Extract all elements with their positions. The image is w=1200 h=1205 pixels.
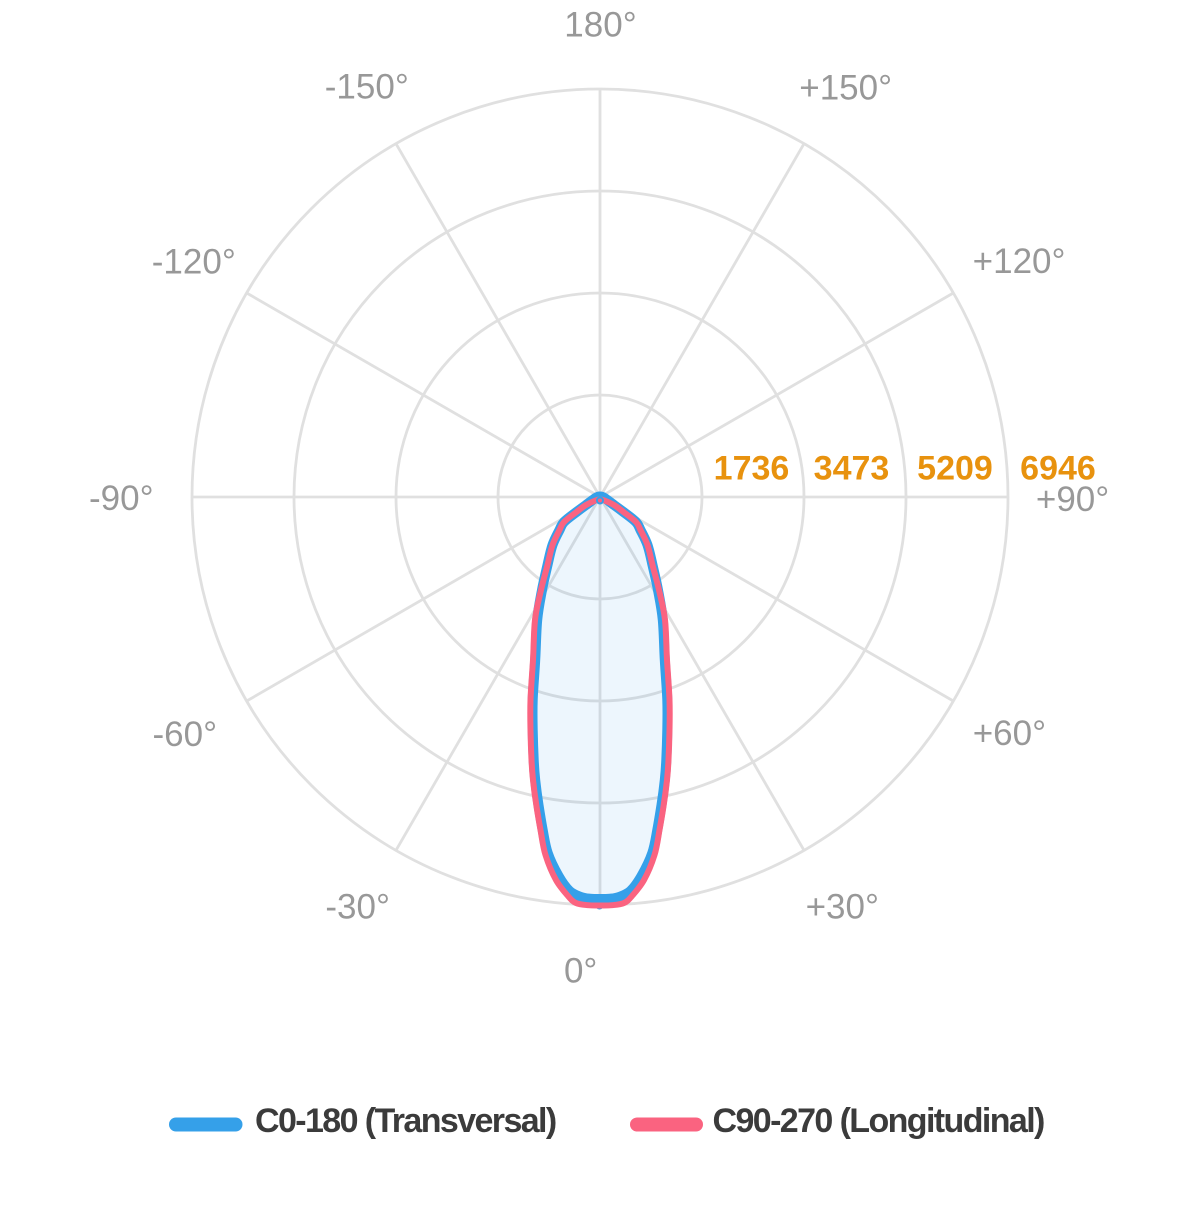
svg-text:+90°: +90° (1036, 480, 1109, 519)
svg-text:-120°: -120° (152, 242, 236, 281)
svg-text:-30°: -30° (325, 888, 390, 927)
svg-text:6946: 6946 (1020, 450, 1096, 488)
svg-text:-150°: -150° (325, 68, 409, 107)
svg-text:-60°: -60° (153, 715, 218, 754)
svg-text:0°: 0° (564, 952, 597, 991)
svg-text:+30°: +30° (806, 888, 879, 927)
svg-text:1736: 1736 (714, 450, 790, 488)
svg-text:+120°: +120° (973, 242, 1066, 281)
svg-text:+60°: +60° (973, 714, 1046, 753)
svg-text:180°: 180° (564, 5, 636, 44)
svg-text:+150°: +150° (799, 69, 892, 108)
svg-text:C90-270 (Longitudinal): C90-270 (Longitudinal) (713, 1102, 1045, 1140)
svg-text:-90°: -90° (89, 479, 154, 518)
svg-text:5209: 5209 (917, 450, 993, 488)
svg-text:3473: 3473 (814, 450, 890, 488)
svg-text:C0-180 (Transversal): C0-180 (Transversal) (255, 1102, 556, 1140)
